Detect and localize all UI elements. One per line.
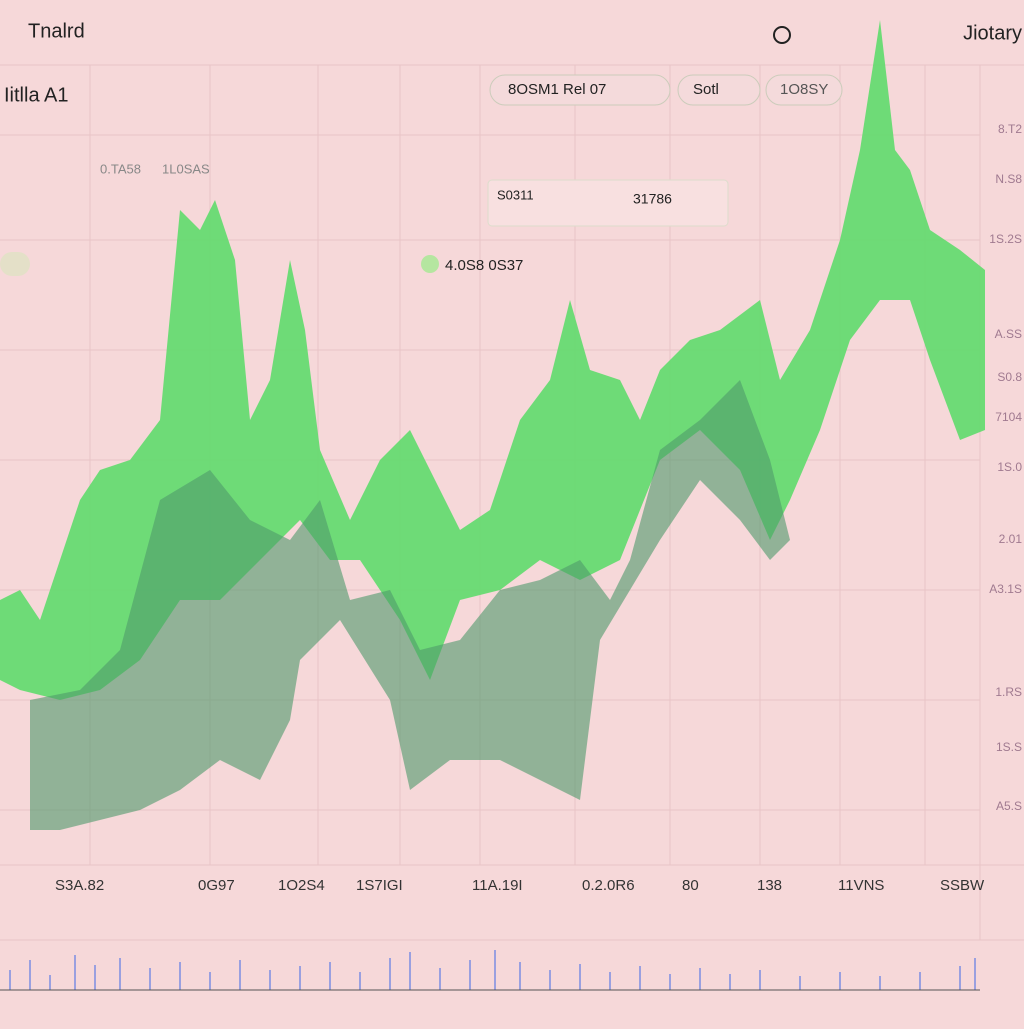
axis-label: A.SS <box>995 327 1022 341</box>
shadow-area <box>30 380 790 830</box>
price-readout: 4.0S8 0S37 <box>445 257 523 274</box>
axis-label: 1S.0 <box>997 460 1022 474</box>
volume-bars <box>9 950 976 990</box>
pill-label[interactable]: 8OSM1 Rel 07 <box>508 81 606 98</box>
axis-label: 1.RS <box>995 685 1022 699</box>
bottom-label: S3A.82 <box>55 877 104 894</box>
axis-label: 8.T2 <box>998 122 1022 136</box>
pill[interactable] <box>765 74 843 106</box>
axis-label: A3.1S <box>989 582 1022 596</box>
ticker-stat: 0.TA58 <box>100 161 141 176</box>
side-chip <box>0 252 30 276</box>
bottom-label: 0G97 <box>198 877 235 894</box>
info-label: S0311 <box>497 187 534 202</box>
pill[interactable] <box>489 74 671 106</box>
info-box <box>487 179 729 227</box>
header-right[interactable]: Jiotary <box>963 22 1022 44</box>
ticker-name: Iitlla A1 <box>4 84 68 106</box>
readout-dot <box>421 255 439 273</box>
info-value: 31786 <box>633 191 672 207</box>
pill-label[interactable]: 1O8SY <box>780 81 828 98</box>
bottom-label: 11A.19I <box>472 877 523 894</box>
pill-label[interactable]: Sotl <box>693 81 719 98</box>
axis-label: 7104 <box>995 410 1022 424</box>
axis-label: 1S.S <box>996 740 1022 754</box>
bottom-row: S3A.82 0G97 1O2S4 1S7IGI 11A.19I 0.2.0R6 80 138… <box>55 877 985 894</box>
axis-label: 2.01 <box>999 532 1023 546</box>
bottom-label: 1O2S4 <box>278 877 325 894</box>
bottom-label: 80 <box>682 877 699 894</box>
bottom-label: 1S7IGI <box>356 877 403 894</box>
pill[interactable] <box>677 74 761 106</box>
axis-label: S0.8 <box>997 370 1022 384</box>
bottom-label: 138 <box>757 877 782 894</box>
ticker-stat: 1L0SAS <box>162 161 210 176</box>
app-title: Tnalrd <box>28 20 85 42</box>
bottom-label: 11VNS <box>838 877 884 894</box>
search-icon[interactable] <box>773 26 791 44</box>
axis-label: 1S.2S <box>989 232 1022 246</box>
right-axis: 8.T2 N.S8 1S.2S A.SS S0.8 7104 1S.0 2.01 A3.1S 1.… <box>989 122 1022 813</box>
axis-label: A5.S <box>996 799 1022 813</box>
bottom-label: 0.2.0R6 <box>582 877 635 894</box>
bottom-label: SSBW <box>940 877 985 894</box>
axis-label: N.S8 <box>995 172 1022 186</box>
